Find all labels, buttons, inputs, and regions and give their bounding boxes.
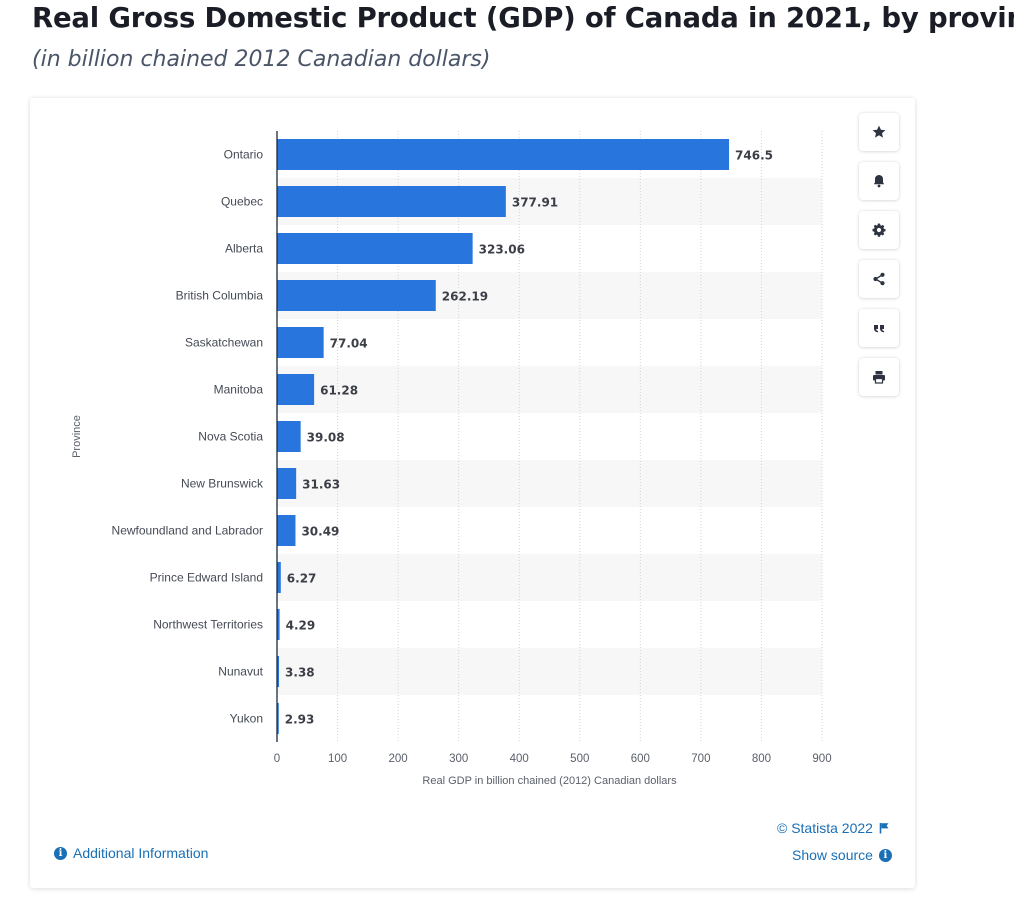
share-icon xyxy=(873,272,885,286)
copyright-link[interactable]: © Statista 2022 xyxy=(777,818,890,838)
show-source-button[interactable]: Show source i xyxy=(792,845,892,865)
info-icon: i xyxy=(54,846,67,860)
info-icon: i xyxy=(878,848,892,862)
flag-icon xyxy=(879,823,889,834)
additional-information-label: Additional Information xyxy=(73,845,209,861)
star-icon xyxy=(872,125,886,138)
gear-icon xyxy=(872,223,886,237)
additional-information-button[interactable]: i Additional Information xyxy=(54,843,208,863)
chart-card xyxy=(30,98,915,888)
page-subtitle: (in billion chained 2012 Canadian dollar… xyxy=(32,47,491,72)
cite-button[interactable] xyxy=(859,309,899,347)
settings-button[interactable] xyxy=(859,211,899,249)
show-source-label: Show source xyxy=(792,847,873,863)
page-title: Real Gross Domestic Product (GDP) of Can… xyxy=(32,2,1014,34)
print-button[interactable] xyxy=(859,358,899,396)
copyright-text: © Statista 2022 xyxy=(777,820,873,836)
print-icon xyxy=(873,371,885,384)
notification-button[interactable] xyxy=(859,162,899,200)
chart-toolbar xyxy=(859,113,899,407)
quote-icon xyxy=(874,325,884,333)
share-button[interactable] xyxy=(859,260,899,298)
bell-icon xyxy=(873,175,885,188)
favorite-button[interactable] xyxy=(859,113,899,151)
